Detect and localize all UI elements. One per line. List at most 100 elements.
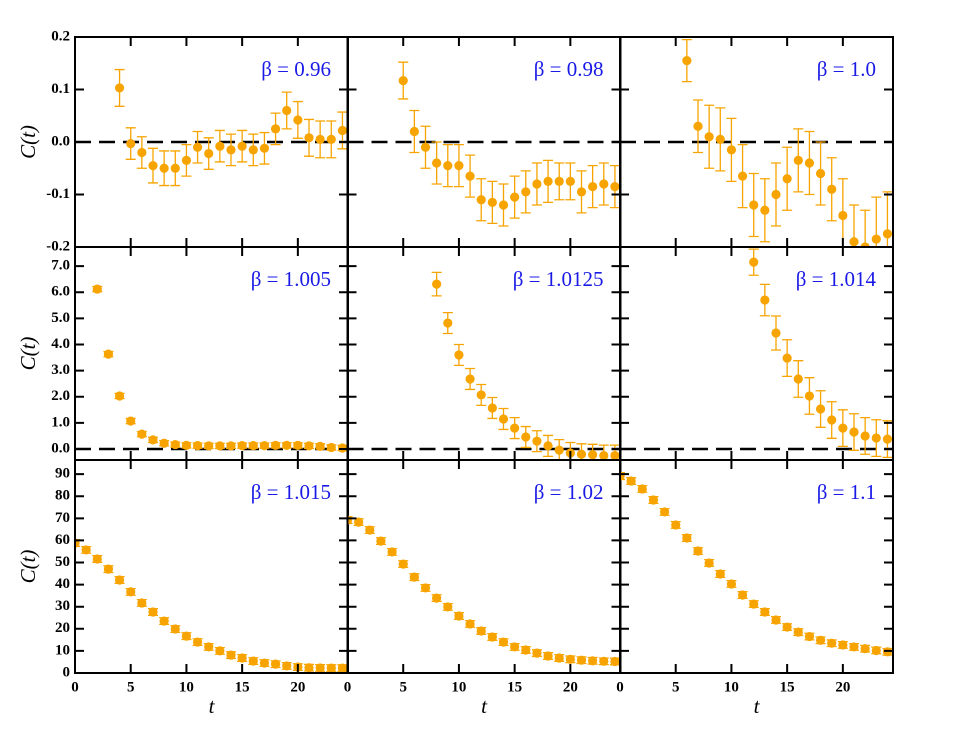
x-tick-label: 0 xyxy=(616,679,624,695)
point xyxy=(326,442,336,453)
point xyxy=(682,56,692,66)
x-tick-label: 15 xyxy=(780,679,795,695)
y-tick-label: 4.0 xyxy=(51,336,70,352)
point xyxy=(532,648,542,658)
point xyxy=(760,295,770,305)
point xyxy=(398,75,408,86)
point xyxy=(92,554,102,564)
x-tick-label: 10 xyxy=(724,679,739,695)
x-tick-label: 0 xyxy=(344,679,352,695)
point xyxy=(521,645,531,655)
y-axis-label: C(t) xyxy=(16,125,40,159)
point xyxy=(248,656,258,666)
point xyxy=(192,441,203,451)
point xyxy=(648,495,659,505)
point xyxy=(398,559,408,569)
point xyxy=(726,145,737,155)
point xyxy=(498,414,509,424)
point xyxy=(148,161,158,171)
x-tick-label: 20 xyxy=(290,679,305,695)
annotation: β = 1.015 xyxy=(251,480,331,504)
point xyxy=(771,328,781,338)
point xyxy=(326,663,336,673)
point xyxy=(282,105,292,116)
point xyxy=(376,536,386,546)
point xyxy=(726,579,737,589)
point xyxy=(282,440,292,450)
annotation: β = 1.1 xyxy=(817,480,876,504)
point xyxy=(443,602,453,612)
error-bar xyxy=(620,472,625,481)
plot-area xyxy=(75,538,348,673)
point xyxy=(387,547,397,557)
annotation: β = 1.0 xyxy=(817,57,876,81)
annotation: β = 0.98 xyxy=(534,57,604,81)
point xyxy=(749,200,759,210)
point xyxy=(588,656,598,666)
point xyxy=(170,624,180,634)
point xyxy=(315,441,325,452)
point xyxy=(337,125,348,136)
point xyxy=(465,171,475,181)
point xyxy=(326,134,336,144)
y-tick-label: 60 xyxy=(55,532,70,548)
point xyxy=(543,441,553,451)
point xyxy=(682,533,692,543)
point xyxy=(226,650,236,660)
point xyxy=(760,205,770,215)
point xyxy=(510,192,520,202)
point xyxy=(715,569,725,579)
y-tick-label: 20 xyxy=(55,620,70,636)
point xyxy=(248,145,258,155)
point xyxy=(159,163,169,173)
frame xyxy=(619,459,894,674)
y-tick-label: 80 xyxy=(55,488,70,504)
point xyxy=(521,432,531,442)
point xyxy=(443,161,453,171)
point xyxy=(409,572,419,582)
point xyxy=(782,622,792,632)
point xyxy=(510,423,520,433)
point xyxy=(576,449,587,459)
point xyxy=(181,440,192,450)
point xyxy=(204,441,214,451)
x-tick-label: 5 xyxy=(672,679,680,695)
point xyxy=(860,644,870,654)
y-tick-label: 10 xyxy=(55,642,70,658)
point xyxy=(159,438,169,448)
point xyxy=(610,656,620,667)
point xyxy=(804,158,815,168)
point xyxy=(487,403,497,413)
error-bar xyxy=(347,516,353,525)
point xyxy=(420,583,431,593)
point xyxy=(804,391,815,401)
point xyxy=(226,441,236,451)
y-tick-label: 0.0 xyxy=(51,133,70,149)
point xyxy=(259,441,270,451)
point xyxy=(454,350,464,360)
point xyxy=(793,627,803,637)
point xyxy=(137,429,147,439)
point xyxy=(510,642,520,652)
point xyxy=(237,653,247,663)
plot-area xyxy=(75,68,348,187)
plot-area xyxy=(75,284,348,453)
point xyxy=(270,124,281,134)
x-tick-label: 5 xyxy=(399,679,407,695)
point xyxy=(671,520,681,530)
point xyxy=(337,443,348,453)
point xyxy=(248,441,258,451)
point xyxy=(237,441,247,451)
point xyxy=(181,631,192,641)
point xyxy=(270,440,281,450)
point xyxy=(771,189,781,200)
point xyxy=(148,435,158,445)
point xyxy=(126,587,136,597)
point xyxy=(126,138,136,149)
y-tick-label: 1.0 xyxy=(51,414,70,430)
plot-area xyxy=(347,61,621,227)
y-tick-label: 70 xyxy=(55,510,70,526)
point xyxy=(543,176,553,186)
